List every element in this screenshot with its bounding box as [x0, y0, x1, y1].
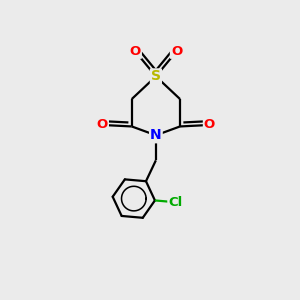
Text: S: S	[151, 69, 161, 83]
Text: O: O	[171, 45, 182, 58]
Text: O: O	[97, 118, 108, 131]
Text: N: N	[150, 128, 162, 142]
Text: O: O	[130, 45, 141, 58]
Text: Cl: Cl	[168, 196, 183, 208]
Text: O: O	[204, 118, 215, 131]
